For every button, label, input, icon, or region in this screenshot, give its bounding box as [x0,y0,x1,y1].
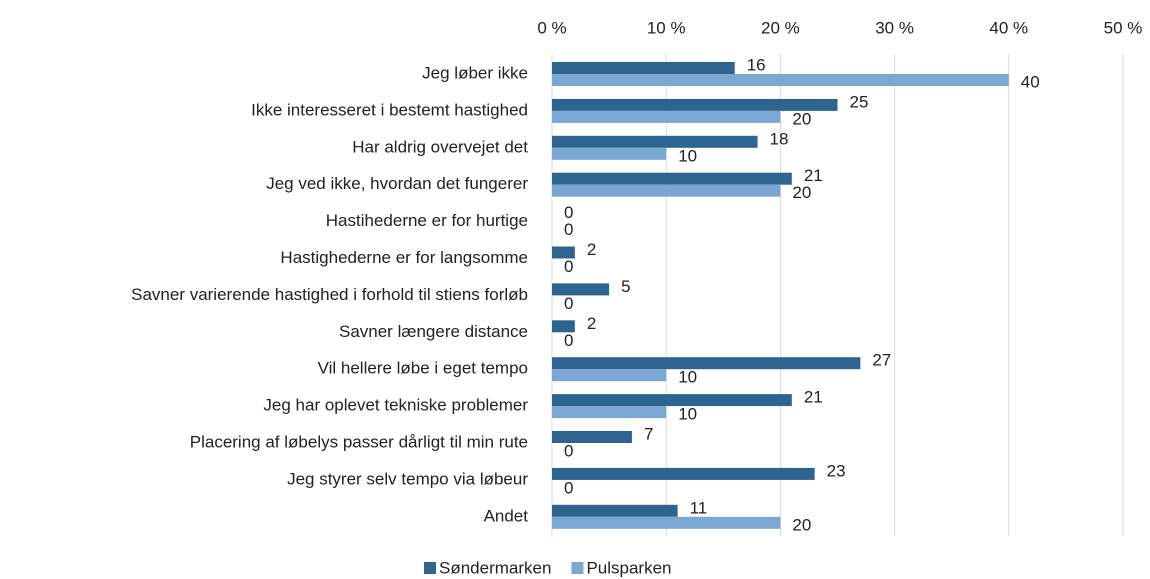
data-label: 2 [587,240,596,259]
y-tick-label: Savner varierende hastighed i forhold ti… [131,285,528,304]
legend-label: Pulsparken [586,558,671,577]
x-tick-label: 50 % [1104,18,1143,37]
data-label: 18 [770,129,789,148]
bar [552,357,861,370]
x-tick-label: 20 % [761,18,800,37]
y-tick-label: Hastighederne er for langsomme [280,248,528,267]
y-tick-label: Jeg ved ikke, hvordan det fungerer [266,174,528,193]
x-tick-label: 10 % [647,18,686,37]
y-tick-label: Har aldrig overvejet det [352,137,528,156]
y-tick-label: Jeg har oplevet tekniske problemer [263,396,528,415]
x-tick-label: 40 % [989,18,1028,37]
bar [552,394,792,407]
data-label: 20 [792,515,811,534]
bar [552,74,1009,86]
bar [552,147,667,160]
legend-swatch [424,562,436,574]
data-label: 25 [850,92,869,111]
data-label: 0 [564,331,573,350]
data-label: 0 [564,478,573,497]
bar [552,467,815,480]
legend-label: Søndermarken [439,558,551,577]
data-label: 0 [564,220,573,239]
data-label: 2 [587,314,596,333]
bar [552,369,667,382]
y-tick-label: Jeg styrer selv tempo via løbeur [287,469,528,488]
y-tick-label: Andet [484,506,529,525]
bar [552,110,781,123]
bar [552,320,575,333]
bar [552,184,781,197]
bar [552,135,758,148]
data-label: 23 [827,461,846,480]
y-tick-label: Jeg løber ikke [422,63,528,82]
legend-swatch [571,562,584,574]
data-label: 16 [747,55,766,74]
y-tick-label: Hastihederne er for hurtige [326,211,528,230]
bar [552,172,792,185]
data-label: 5 [621,277,630,296]
data-label: 27 [872,351,891,370]
bar [552,98,838,111]
y-tick-label: Placering af løbelys passer dårligt til … [190,432,528,451]
bar [552,516,781,529]
bar [552,283,610,296]
data-label: 0 [564,257,573,276]
data-label: 0 [564,203,573,222]
data-label: 10 [678,368,697,387]
data-label: 20 [792,183,811,202]
x-tick-label: 0 % [537,18,566,37]
data-label: 20 [792,109,811,128]
y-tick-label: Ikke interesseret i bestemt hastighed [251,100,528,119]
bar [552,431,632,443]
y-tick-label: Savner længere distance [339,322,528,341]
bar [552,62,735,74]
bar [552,504,678,517]
bar [552,406,667,419]
data-label: 10 [678,146,697,165]
y-tick-label: Vil hellere løbe i eget tempo [318,359,528,378]
bar [552,246,575,259]
data-label: 0 [564,441,573,460]
data-label: 10 [678,405,697,424]
data-label: 0 [564,294,573,313]
data-label: 21 [804,166,823,185]
data-label: 7 [644,424,653,443]
x-tick-label: 30 % [875,18,914,37]
data-label: 11 [690,498,708,517]
data-label: 21 [804,388,823,407]
data-label: 40 [1021,72,1040,91]
